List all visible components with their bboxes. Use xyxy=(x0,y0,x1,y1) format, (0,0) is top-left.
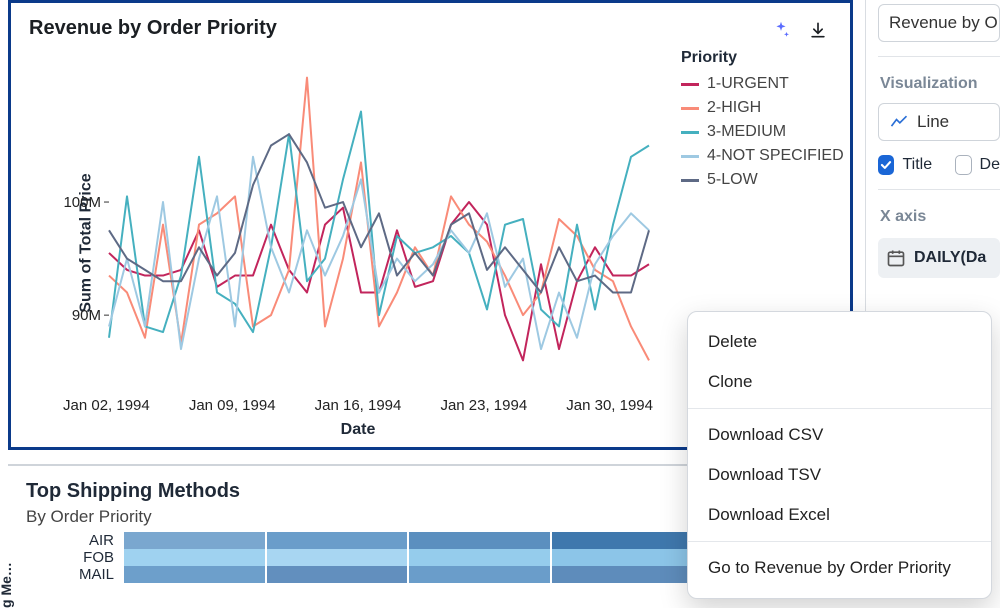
menu-item[interactable]: Go to Revenue by Order Priority xyxy=(688,548,991,588)
legend-item-label: 2-HIGH xyxy=(707,99,761,117)
line-chart-icon xyxy=(889,112,909,132)
title-checkbox-label: Title xyxy=(902,156,932,174)
heat-cell[interactable] xyxy=(124,566,265,583)
heat-cell[interactable] xyxy=(124,549,265,566)
heat-cell[interactable] xyxy=(552,532,693,549)
heat-cell[interactable] xyxy=(409,566,550,583)
download-icon[interactable] xyxy=(808,20,828,40)
legend-swatch xyxy=(681,107,699,110)
calendar-icon xyxy=(886,248,906,268)
x-tick-label: Jan 09, 1994 xyxy=(189,397,276,414)
heat-row-label: FOB xyxy=(52,549,124,566)
context-menu: DeleteClone Download CSVDownload TSVDownl… xyxy=(687,311,992,599)
menu-separator xyxy=(688,408,991,409)
svg-text:100M: 100M xyxy=(63,194,101,211)
x-axis-ticks: Jan 02, 1994 Jan 09, 1994 Jan 16, 1994 Jan … xyxy=(63,397,653,414)
chart-plot: 90M 100M xyxy=(63,49,653,389)
chart-selector-text: Revenue by O xyxy=(889,13,998,32)
legend-item[interactable]: 2-HIGH xyxy=(681,99,844,117)
x-axis-label: Date xyxy=(63,421,653,439)
x-tick-label: Jan 02, 1994 xyxy=(63,397,150,414)
menu-item[interactable]: Download Excel xyxy=(688,495,991,535)
legend-item[interactable]: 5-LOW xyxy=(681,171,844,189)
heat-cell[interactable] xyxy=(552,549,693,566)
heat-row-label: AIR xyxy=(52,532,124,549)
chart-actions xyxy=(770,19,828,41)
legend-item-label: 1-URGENT xyxy=(707,75,789,93)
legend-item[interactable]: 1-URGENT xyxy=(681,75,844,93)
legend-item[interactable]: 3-MEDIUM xyxy=(681,123,844,141)
menu-item[interactable]: Delete xyxy=(688,322,991,362)
menu-separator xyxy=(688,541,991,542)
legend-swatch xyxy=(681,179,699,182)
check-icon xyxy=(879,158,893,172)
legend-swatch xyxy=(681,131,699,134)
heat-cell[interactable] xyxy=(267,566,408,583)
x-tick-label: Jan 16, 1994 xyxy=(315,397,402,414)
visualization-section-label: Visualization xyxy=(880,75,1000,93)
heat-cell[interactable] xyxy=(409,549,550,566)
second-checkbox-label: De xyxy=(980,156,1000,174)
heat-cell[interactable] xyxy=(267,532,408,549)
heat-cell[interactable] xyxy=(124,532,265,549)
legend-item-label: 4-NOT SPECIFIED xyxy=(707,147,844,165)
heat-cell[interactable] xyxy=(409,532,550,549)
heat-row-label: MAIL xyxy=(52,566,124,583)
svg-text:90M: 90M xyxy=(72,307,101,324)
legend-swatch xyxy=(681,155,699,158)
chart-title: Revenue by Order Priority xyxy=(29,17,832,40)
x-tick-label: Jan 30, 1994 xyxy=(566,397,653,414)
xaxis-section-label: X axis xyxy=(880,208,1000,226)
legend-swatch xyxy=(681,83,699,86)
visualization-select[interactable]: Line xyxy=(878,103,1000,141)
chart-selector[interactable]: Revenue by O xyxy=(878,4,1000,42)
shipping-ylabel: g Me… xyxy=(0,562,14,608)
legend-item-label: 3-MEDIUM xyxy=(707,123,786,141)
xaxis-pill-label: DAILY(Da xyxy=(914,249,986,267)
legend-title: Priority xyxy=(681,49,844,67)
second-checkbox[interactable] xyxy=(955,155,972,175)
visualization-value: Line xyxy=(917,112,949,132)
heat-cell[interactable] xyxy=(267,549,408,566)
legend-item-label: 5-LOW xyxy=(707,171,758,189)
menu-item[interactable]: Download CSV xyxy=(688,415,991,455)
heat-cell[interactable] xyxy=(552,566,693,583)
chart-legend: Priority 1-URGENT 2-HIGH 3-MEDIUM 4-NOT SPE… xyxy=(681,49,844,195)
x-tick-label: Jan 23, 1994 xyxy=(440,397,527,414)
title-checkbox[interactable] xyxy=(878,155,894,175)
legend-item[interactable]: 4-NOT SPECIFIED xyxy=(681,147,844,165)
menu-item[interactable]: Download TSV xyxy=(688,455,991,495)
xaxis-pill[interactable]: DAILY(Da xyxy=(878,238,1000,278)
sparkle-icon[interactable] xyxy=(770,19,792,41)
menu-item[interactable]: Clone xyxy=(688,362,991,402)
